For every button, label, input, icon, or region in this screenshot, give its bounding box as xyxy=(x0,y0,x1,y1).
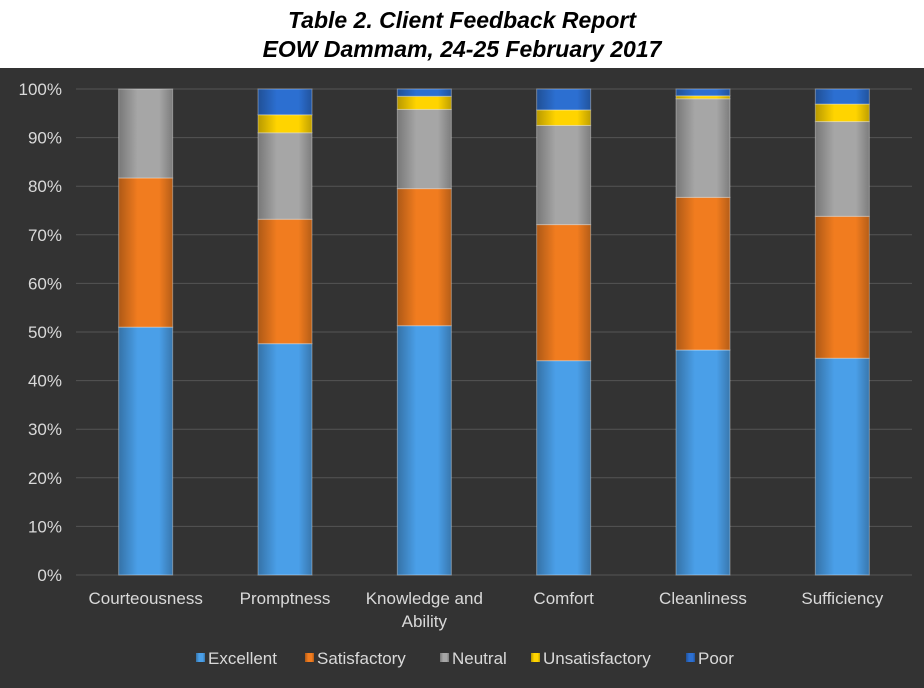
x-tick-label: Promptness xyxy=(240,589,331,608)
bar-segment-satisfactory xyxy=(118,177,174,328)
legend-swatch xyxy=(531,653,540,662)
legend-label: Satisfactory xyxy=(317,649,406,668)
x-tick-label: Knowledge and xyxy=(366,589,483,608)
bar-segment-satisfactory xyxy=(536,224,592,362)
legend-label: Poor xyxy=(698,649,734,668)
y-tick-label: 0% xyxy=(37,566,62,585)
bar-segment-satisfactory xyxy=(814,215,870,359)
y-tick-label: 80% xyxy=(28,177,62,196)
y-tick-label: 70% xyxy=(28,226,62,245)
y-tick-label: 20% xyxy=(28,469,62,488)
bar-segment-unsatisfactory xyxy=(814,103,870,123)
bar-segment-unsatisfactory xyxy=(257,114,313,134)
bar-segment-excellent xyxy=(257,343,313,576)
bar-segment-satisfactory xyxy=(675,196,731,351)
y-tick-label: 90% xyxy=(28,129,62,148)
legend-swatch xyxy=(305,653,314,662)
bar-segment-satisfactory xyxy=(396,188,452,327)
bar-segment-excellent xyxy=(396,325,452,576)
y-tick-label: 50% xyxy=(28,323,62,342)
legend-label: Neutral xyxy=(452,649,507,668)
bar-segment-poor xyxy=(814,88,870,105)
bar-segment-excellent xyxy=(536,360,592,576)
chart-title-line-1: Table 2. Client Feedback Report xyxy=(287,7,637,33)
y-tick-label: 40% xyxy=(28,372,62,391)
bar-segment-neutral xyxy=(675,98,731,198)
legend-swatch xyxy=(196,653,205,662)
y-tick-label: 60% xyxy=(28,274,62,293)
y-tick-label: 100% xyxy=(19,80,62,99)
bar-segment-excellent xyxy=(118,326,174,576)
bar-segment-unsatisfactory xyxy=(396,95,452,110)
legend-label: Excellent xyxy=(208,649,277,668)
bar-segment-poor xyxy=(536,88,592,111)
stacked-bar-chart: 0% 10% 20% 30% 40% 50% 60% 70% 80% 90% 100% Courteo… xyxy=(19,80,912,668)
bar-segment-excellent xyxy=(814,357,870,576)
bar-segment-neutral xyxy=(814,121,870,217)
bar-segment-poor xyxy=(257,88,313,116)
bar-segment-poor xyxy=(396,88,452,97)
bar-segment-unsatisfactory xyxy=(536,109,592,126)
legend-label: Unsatisfactory xyxy=(543,649,651,668)
y-tick-label: 10% xyxy=(28,517,62,536)
legend-swatch xyxy=(686,653,695,662)
x-tick-label: Ability xyxy=(402,612,448,631)
bar-segment-neutral xyxy=(118,88,174,179)
bar-segment-neutral xyxy=(396,108,452,190)
bar-segment-neutral xyxy=(536,124,592,226)
bar-segment-excellent xyxy=(675,349,731,576)
x-tick-label: Sufficiency xyxy=(801,589,883,608)
chart-title: Table 2. Client Feedback Report EOW Damm… xyxy=(196,6,728,68)
bar-segment-satisfactory xyxy=(257,218,313,345)
y-tick-label: 30% xyxy=(28,420,62,439)
chart-area: 0% 10% 20% 30% 40% 50% 60% 70% 80% 90% 100% Courteo… xyxy=(0,68,924,688)
x-tick-label: Comfort xyxy=(533,589,594,608)
x-tick-label: Courteousness xyxy=(88,589,202,608)
x-tick-label: Cleanliness xyxy=(659,589,747,608)
bar-segment-neutral xyxy=(257,132,313,220)
bar-segment-poor xyxy=(675,88,731,97)
chart-title-line-2: EOW Dammam, 24-25 February 2017 xyxy=(262,36,662,62)
legend-swatch xyxy=(440,653,449,662)
